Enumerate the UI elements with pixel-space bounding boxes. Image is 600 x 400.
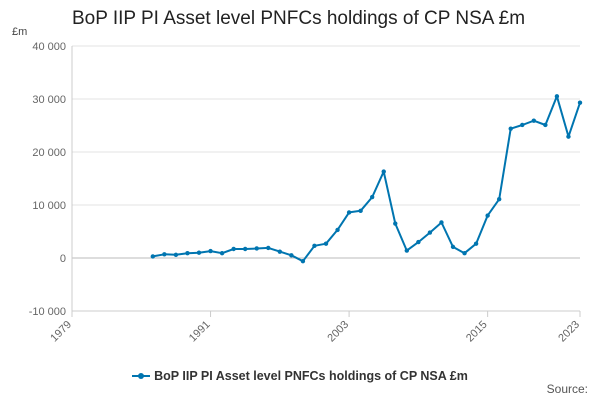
data-point[interactable] bbox=[577, 100, 583, 105]
legend: BoP IIP PI Asset level PNFCs holdings of… bbox=[0, 366, 600, 383]
data-point[interactable] bbox=[416, 239, 421, 245]
data-point[interactable] bbox=[242, 246, 248, 252]
y-tick-label: 10 000 bbox=[32, 200, 66, 212]
series-layer bbox=[150, 94, 583, 264]
x-tick-label: 1991 bbox=[187, 319, 213, 345]
data-point[interactable] bbox=[381, 169, 386, 174]
data-point[interactable] bbox=[450, 244, 456, 250]
legend-line-marker-icon bbox=[132, 373, 151, 379]
data-point[interactable] bbox=[439, 220, 444, 225]
chart-title: BoP IIP PI Asset level PNFCs holdings of… bbox=[72, 8, 526, 29]
data-point[interactable] bbox=[150, 254, 156, 259]
data-point[interactable] bbox=[231, 246, 236, 252]
data-point[interactable] bbox=[323, 241, 329, 246]
data-point[interactable] bbox=[277, 249, 283, 254]
data-point[interactable] bbox=[358, 208, 363, 214]
x-tick-label: 2015 bbox=[464, 319, 490, 345]
data-point[interactable] bbox=[312, 243, 317, 249]
data-point[interactable] bbox=[219, 251, 225, 256]
data-point[interactable] bbox=[462, 251, 467, 256]
data-point[interactable] bbox=[185, 251, 190, 256]
data-point[interactable] bbox=[289, 253, 294, 258]
y-tick-label: 30 000 bbox=[32, 94, 66, 106]
data-point[interactable] bbox=[485, 213, 490, 218]
legend-item[interactable]: BoP IIP PI Asset level PNFCs holdings of… bbox=[132, 369, 468, 383]
data-point[interactable] bbox=[266, 245, 271, 251]
data-point[interactable] bbox=[554, 94, 560, 99]
series-line bbox=[152, 95, 581, 263]
data-point[interactable] bbox=[300, 258, 306, 264]
source-label: Source: bbox=[546, 382, 588, 396]
data-point[interactable] bbox=[520, 122, 525, 128]
data-point[interactable] bbox=[173, 252, 179, 258]
x-tick-label: 1979 bbox=[48, 319, 74, 345]
data-point[interactable] bbox=[427, 230, 433, 235]
data-point[interactable] bbox=[508, 126, 513, 131]
data-point[interactable] bbox=[196, 250, 202, 255]
y-tick-label: 0 bbox=[60, 253, 66, 265]
data-point[interactable] bbox=[404, 248, 410, 253]
y-axis-unit-label: £m bbox=[12, 26, 27, 38]
data-point[interactable] bbox=[566, 134, 571, 139]
x-tick-labels: 1979 1991 2003 2015 2023 bbox=[48, 319, 582, 345]
data-point[interactable] bbox=[254, 246, 259, 251]
data-point[interactable] bbox=[473, 241, 479, 246]
data-point[interactable] bbox=[393, 221, 398, 226]
data-point[interactable] bbox=[543, 122, 548, 128]
data-point[interactable] bbox=[496, 196, 502, 202]
data-point[interactable] bbox=[162, 252, 167, 257]
y-tick-label: 20 000 bbox=[32, 147, 66, 159]
y-tick-label: 40 000 bbox=[32, 41, 66, 53]
axes bbox=[71, 46, 581, 317]
data-point[interactable] bbox=[531, 118, 537, 123]
data-point[interactable] bbox=[346, 210, 352, 215]
y-tick-label: -10 000 bbox=[29, 306, 66, 318]
x-tick-label: 2003 bbox=[325, 319, 351, 345]
data-point[interactable] bbox=[208, 248, 213, 254]
data-point[interactable] bbox=[369, 194, 375, 200]
gridlines bbox=[72, 45, 580, 312]
x-tick-label: 2023 bbox=[556, 319, 582, 345]
y-tick-labels: -10 000 0 10 000 20 000 30 000 40 000 bbox=[29, 41, 66, 318]
data-point[interactable] bbox=[335, 227, 340, 233]
legend-label: BoP IIP PI Asset level PNFCs holdings of… bbox=[154, 369, 468, 383]
